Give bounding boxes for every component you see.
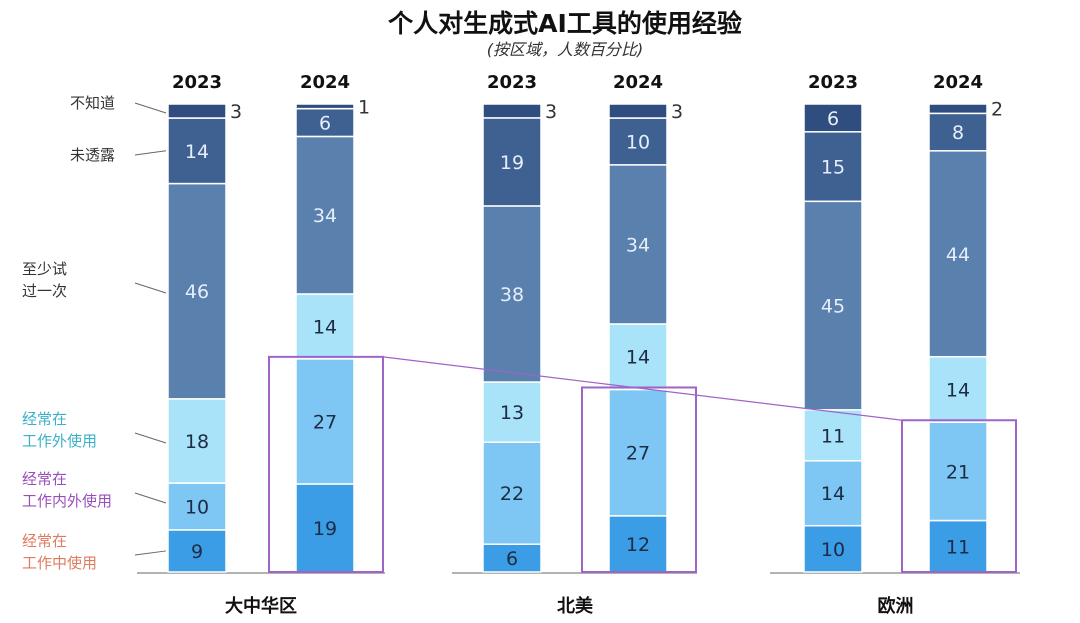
data-label: 13 — [500, 402, 524, 424]
data-label: 15 — [821, 157, 845, 179]
highlight-box — [581, 386, 697, 574]
leader-line — [134, 150, 167, 156]
bar-segment — [928, 150, 988, 358]
year-label: 2024 — [933, 72, 983, 93]
data-label: 3 — [545, 101, 557, 123]
bar-segment — [608, 388, 668, 517]
bar-segment — [928, 112, 988, 152]
bar-segment — [167, 398, 227, 484]
leader-line — [134, 550, 167, 556]
leader-line — [134, 282, 167, 294]
highlight-connector — [382, 356, 903, 421]
data-label: 3 — [671, 101, 683, 123]
bar-segment — [608, 515, 668, 573]
legend-label: 经常在 — [22, 410, 67, 428]
group-label: 欧洲 — [878, 595, 914, 617]
data-label: 11 — [821, 425, 845, 447]
data-label: 9 — [191, 541, 203, 563]
legend-label: 至少试 — [22, 260, 67, 278]
bar-segment — [482, 441, 542, 545]
highlight-box — [901, 419, 1017, 573]
bar-segment — [167, 529, 227, 573]
data-label: 14 — [185, 141, 209, 163]
data-label: 34 — [313, 205, 337, 227]
bar-segment — [928, 355, 988, 423]
data-label: 10 — [626, 131, 650, 153]
chart-subtitle: (按区域，人数百分比) — [487, 40, 644, 59]
legend-label: 工作内外使用 — [22, 492, 112, 510]
legend-label: 经常在 — [22, 532, 67, 550]
data-label: 6 — [319, 113, 331, 135]
bar-segment — [295, 103, 355, 110]
year-label: 2024 — [300, 72, 350, 93]
data-label: 18 — [185, 431, 209, 453]
bar-segment — [803, 409, 863, 462]
leader-line — [134, 492, 167, 504]
legend-label: 过一次 — [22, 282, 67, 300]
group-label: 北美 — [557, 595, 593, 617]
data-label: 12 — [626, 534, 650, 556]
legend-label: 工作中使用 — [22, 554, 97, 572]
data-label: 21 — [946, 461, 970, 483]
bar-segment — [608, 103, 668, 119]
data-label: 2 — [991, 99, 1003, 121]
bar-segment — [167, 103, 227, 119]
data-label: 8 — [952, 122, 964, 144]
data-label: 14 — [626, 347, 650, 369]
bar-segment — [295, 358, 355, 485]
data-label: 6 — [827, 108, 839, 130]
data-label: 14 — [946, 379, 970, 401]
bar-segment — [928, 421, 988, 522]
bar-segment — [608, 164, 668, 325]
data-label: 38 — [500, 284, 524, 306]
bar-segment — [803, 200, 863, 411]
bar-segment — [482, 103, 542, 119]
data-label: 22 — [500, 483, 524, 505]
data-label: 10 — [185, 496, 209, 518]
data-label: 6 — [506, 548, 518, 570]
bar-segment — [928, 103, 988, 115]
year-label: 2024 — [613, 72, 663, 93]
bar-segment — [295, 293, 355, 360]
legend-label: 经常在 — [22, 470, 67, 488]
data-label: 27 — [626, 443, 650, 465]
bar-segment — [803, 103, 863, 133]
legend-label: 不知道 — [70, 94, 115, 112]
bar-segment — [608, 323, 668, 391]
data-label: 14 — [313, 316, 337, 338]
leader-line — [134, 102, 167, 114]
bar-segment — [167, 117, 227, 185]
year-label: 2023 — [808, 72, 858, 93]
data-label: 3 — [230, 101, 242, 123]
data-label: 14 — [821, 483, 845, 505]
data-label: 27 — [313, 411, 337, 433]
data-label: 10 — [821, 539, 845, 561]
leader-line — [134, 432, 167, 444]
highlight-box — [268, 355, 384, 573]
data-label: 34 — [626, 234, 650, 256]
bar-segment — [295, 135, 355, 295]
legend-label: 工作外使用 — [22, 432, 97, 450]
bar-segment — [482, 117, 542, 207]
group-label: 大中华区 — [225, 595, 297, 617]
legend-label: 未透露 — [70, 146, 115, 164]
chart-title: 个人对生成式AI工具的使用经验 — [388, 9, 742, 38]
data-label: 45 — [821, 296, 845, 318]
bar-segment — [482, 205, 542, 383]
data-label: 19 — [313, 518, 337, 540]
bar-segment — [482, 543, 542, 573]
data-label: 46 — [185, 281, 209, 303]
bar-segment — [167, 182, 227, 400]
data-label: 11 — [946, 536, 970, 558]
data-label: 44 — [946, 244, 970, 266]
data-label: 1 — [358, 96, 370, 118]
data-label: 19 — [500, 152, 524, 174]
year-label: 2023 — [487, 72, 537, 93]
year-label: 2023 — [172, 72, 222, 93]
